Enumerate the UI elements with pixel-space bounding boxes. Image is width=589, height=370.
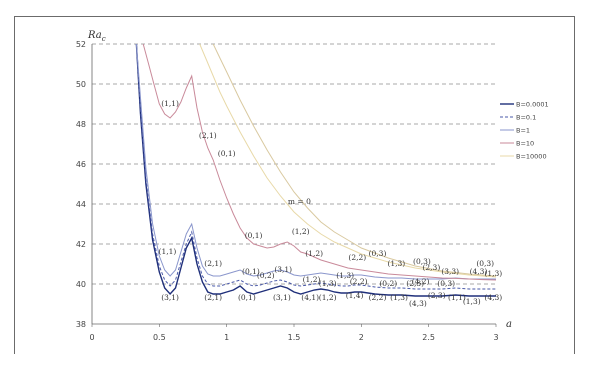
x-tick-label: 0 — [89, 333, 94, 342]
mode-annotation: (0,2) — [257, 271, 275, 280]
mode-annotation: (4,3) — [470, 267, 488, 276]
series-line-0 — [135, 44, 496, 297]
mode-annotation: (0,2) — [379, 279, 397, 288]
legend-label: B=10 — [516, 140, 534, 148]
x-tick-label: 3 — [493, 333, 498, 342]
mode-annotation: (1,2) — [303, 275, 321, 284]
mode-annotation: (1,4) — [346, 291, 364, 300]
mode-annotation: (0,1) — [242, 267, 260, 276]
mode-annotation: (2,1) — [204, 259, 222, 268]
mode-annotation: (2,2) — [350, 277, 368, 286]
mode-annotation: (1,1) — [159, 247, 177, 256]
legend-label: B=0.0001 — [516, 101, 549, 109]
legend-label: B=10000 — [516, 153, 547, 161]
mode-annotation: (0,1) — [218, 149, 236, 158]
mode-annotation: (1,2) — [319, 293, 337, 302]
chart-frame — [14, 16, 575, 354]
mode-annotation: (3,1) — [161, 293, 179, 302]
mode-annotation: (2,3) — [428, 291, 446, 300]
mode-annotation: m = 0 — [288, 197, 311, 206]
series-line-2 — [135, 44, 496, 280]
mode-annotation: (4,3) — [409, 299, 427, 308]
mode-annotation: (1,3) — [390, 293, 408, 302]
grid — [92, 43, 496, 285]
mode-annotation: (1,3) — [336, 271, 354, 280]
mode-annotation: (2,2) — [369, 293, 387, 302]
x-tick-label: 1 — [224, 333, 229, 342]
mode-annotation: (4,3) — [484, 293, 502, 302]
annotations: (1,1)(2,1)(0,1)m = 0(0,1) (1,2)(1,2)(1,1)… — [159, 99, 503, 308]
y-tick-label: 38 — [76, 320, 86, 329]
y-tick-label: 46 — [76, 160, 86, 169]
y-tick-label: 44 — [76, 200, 86, 209]
y-tick-label: 52 — [76, 40, 86, 49]
mode-annotation: (4,1) — [301, 293, 319, 302]
x-tick-label: 2.5 — [422, 333, 435, 342]
series-group — [135, 44, 496, 297]
series-line-1 — [135, 44, 496, 290]
series-line-3 — [142, 44, 496, 281]
mode-annotation: (2,1) — [204, 293, 222, 302]
y-axis-label: Rac — [87, 30, 106, 43]
legend-label: B=1 — [516, 127, 530, 135]
y-tick-label: 48 — [76, 120, 86, 129]
y-tick-label: 40 — [76, 280, 86, 289]
mode-annotation: (1,3) — [387, 259, 405, 268]
x-tick-label: 0.5 — [153, 333, 166, 342]
mode-annotation: (4,2) — [412, 277, 430, 286]
legend-label: B=0.1 — [516, 114, 536, 122]
mode-annotation: (1,2) — [292, 227, 310, 236]
mode-annotation: (1,3) — [484, 269, 502, 278]
mode-annotation: (0,3) — [437, 279, 455, 288]
x-tick-label: 1.5 — [288, 333, 301, 342]
mode-annotation: (3,1) — [274, 265, 292, 274]
series-line-4 — [199, 44, 496, 278]
mode-annotation: (1,2) — [305, 249, 323, 258]
series-line-5 — [212, 44, 496, 277]
mode-annotation: (0,1) — [245, 231, 263, 240]
x-axis-label: a — [506, 319, 512, 330]
y-tick-label: 42 — [76, 240, 86, 249]
mode-annotation: (0,3) — [369, 249, 387, 258]
x-tick-label: 2 — [359, 333, 364, 342]
y-tick-label: 50 — [76, 80, 86, 89]
mode-annotation: (2,2) — [348, 253, 366, 262]
axes: 38 40 42 44 46 48 50 52 0 0.5 1 1.5 2 2.5 3 — [76, 40, 499, 342]
mode-annotation: (1,3) — [319, 279, 337, 288]
mode-annotation: (0,1) — [238, 293, 256, 302]
mode-annotation: (1,3) — [463, 297, 481, 306]
mode-annotation: (3,3) — [441, 267, 459, 276]
mode-annotation: (2,3) — [406, 279, 424, 288]
mode-annotation: (3,1) — [273, 293, 291, 302]
mode-annotation: (2,3) — [422, 263, 440, 272]
mode-annotation: (1,1) — [448, 293, 466, 302]
mode-annotation: (0,3) — [413, 257, 431, 266]
mode-annotation: (0,3) — [476, 259, 494, 268]
legend: B=0.0001 B=0.1 B=1 B=10 B=10000 — [500, 101, 549, 161]
mode-annotation: (2,1) — [199, 131, 217, 140]
mode-annotation: (1,1) — [161, 99, 179, 108]
